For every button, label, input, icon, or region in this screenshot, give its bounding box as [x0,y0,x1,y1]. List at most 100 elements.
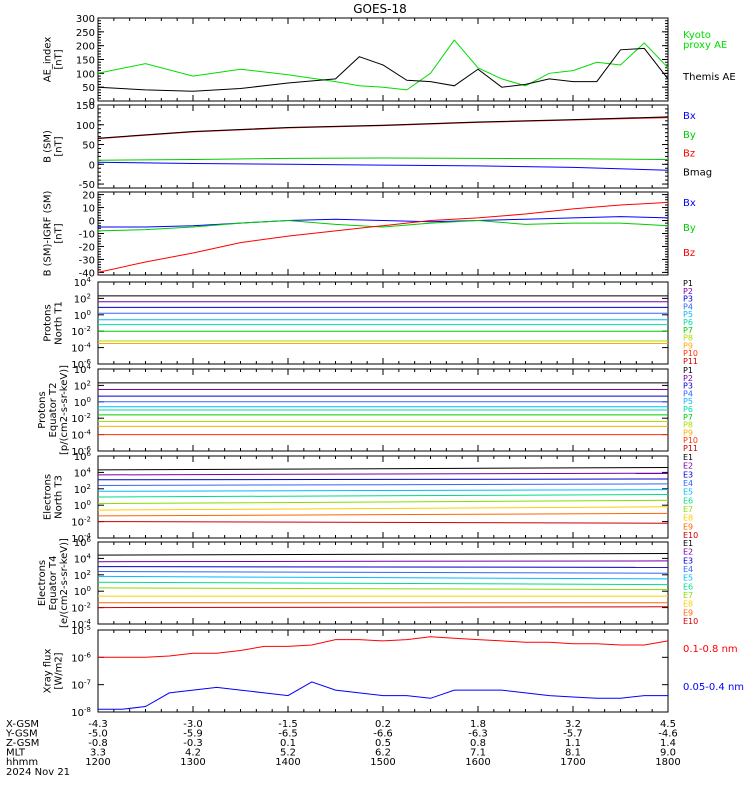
y-tick-label-pe: 104 [74,363,92,376]
ephemeris-value: 1700 [560,757,585,768]
y-tick-label-bdiff: -40 [79,268,95,279]
y-axis-title-line: North T1 [54,301,65,345]
ephemeris-value: 1800 [655,757,680,768]
legend-label: P9 [683,341,693,350]
series-line-e7 [97,587,669,591]
series-line-bz [97,201,669,273]
legend-label: P2 [683,287,693,296]
legend-label: P11 [683,357,698,366]
legend-label: E8 [683,600,693,609]
y-axis-title-line: B (SM) [43,130,54,163]
y-axis-title-line: North T3 [54,475,65,519]
y-tick-label-bsm: 100 [76,121,95,132]
legend-label: E3 [683,556,693,565]
legend-label: E2 [683,462,693,471]
y-axis-title-line: [p/(cm2-s-sr-keV)] [59,365,70,455]
legend-label: Bmag [683,167,712,178]
ephemeris-row-label: MLT [6,748,26,759]
legend-label: E10 [683,617,698,626]
y-tick-label-ee: 102 [74,569,91,582]
y-tick-label-bdiff: 20 [82,191,95,202]
legend-label: Bz [683,149,695,160]
panel-frame-pn [97,281,669,365]
y-tick-label-bdiff: -20 [79,242,95,253]
legend-label: P2 [683,374,693,383]
y-tick-label-bdiff: 0 [89,217,95,228]
y-tick-label-en: 106 [74,450,92,463]
ephemeris-value: 0.2 [375,719,391,730]
legend-label: P5 [683,397,693,406]
series-line-e5 [97,575,669,580]
series-line-by [97,157,669,161]
ephemeris-value: -6.6 [373,729,393,740]
series-line-e2 [97,472,669,476]
y-tick-label-pe: 10-2 [71,412,91,425]
ephemeris-value: -3.0 [183,719,203,730]
y-axis-title-bsm: B (SM) [nT] [43,130,65,163]
y-axis-title-line: Equator T4 [48,556,59,611]
ephemeris-value: -1.5 [278,719,298,730]
series-line-e1 [97,467,669,471]
series-line-bx [98,216,669,228]
ephemeris-value: 1600 [465,757,490,768]
ephemeris-value: 1200 [85,757,110,768]
y-tick-label-ae: 100 [76,69,95,80]
y-tick-label-pn: 10-2 [71,325,91,338]
ephemeris-value: 7.1 [470,748,486,759]
ephemeris-value: 1.4 [660,738,676,749]
y-axis-title-pe: Protons Equator T2 [p/(cm2-s-sr-keV)] [37,365,70,455]
series-line-e2 [97,560,669,563]
series-line-e4 [97,571,669,574]
legend-label: E4 [683,479,693,488]
y-tick-label-pn: 10-6 [71,358,91,371]
ephemeris-value: 6.2 [375,748,391,759]
legend-label: E7 [683,591,693,600]
ephemeris-row-label: X-GSM [6,719,39,730]
y-tick-label-pe: 10-4 [71,429,91,442]
legend-label: P10 [683,436,698,445]
panel-frame-xr [97,629,669,713]
y-tick-label-pe: 100 [74,396,91,409]
y-tick-label-ae: 300 [76,14,95,25]
legend-label: By [683,223,696,234]
legend-label: proxy AE [683,40,727,51]
y-axis-title-line: Equator T2 [48,383,59,438]
y-axis-title-en: Electrons North T3 [43,474,65,520]
legend-label: P5 [683,310,693,319]
y-tick-label-xr: 10-7 [71,679,91,692]
y-tick-label-ae: 250 [76,28,95,39]
legend-label: E9 [683,522,693,531]
legend-label: P11 [683,444,698,453]
legend-label: P8 [683,334,693,343]
y-tick-label-bsm: 150 [76,101,95,112]
ephemeris-row-label: hhmm [6,757,38,768]
y-axis-title-line: Electrons [37,560,48,606]
y-tick-label-pn: 100 [74,309,91,322]
series-line-e3 [97,478,669,481]
legend-label: P6 [683,405,693,414]
legend-label: E9 [683,608,693,617]
legend-label: E7 [683,505,693,514]
y-tick-label-ee: 10-4 [71,618,91,631]
ephemeris-value: -5.9 [183,729,203,740]
ephemeris-value: 0.5 [375,738,391,749]
series-line-e5 [97,489,669,492]
ephemeris-value: 9.0 [660,748,676,759]
series-line-e9 [97,512,669,517]
legend-label: P7 [683,326,693,335]
legend-label: P1 [683,279,693,288]
y-axis-title-line: [nT] [54,223,65,243]
series-line-e8 [97,506,669,511]
plot-date: 2024 Nov 21 [6,767,70,778]
series-line-e6 [97,494,669,498]
legend-label: P6 [683,318,693,327]
y-tick-label-xr: 10-8 [71,706,91,719]
y-axis-title-line: Xray flux [43,649,54,694]
y-tick-label-pn: 10-4 [71,342,91,355]
plot-title: GOES-18 [353,2,407,16]
y-tick-label-en: 102 [74,483,91,496]
ephemeris-value: -6.5 [278,729,298,740]
legend-label: P9 [683,428,693,437]
legend-label: E3 [683,470,693,479]
